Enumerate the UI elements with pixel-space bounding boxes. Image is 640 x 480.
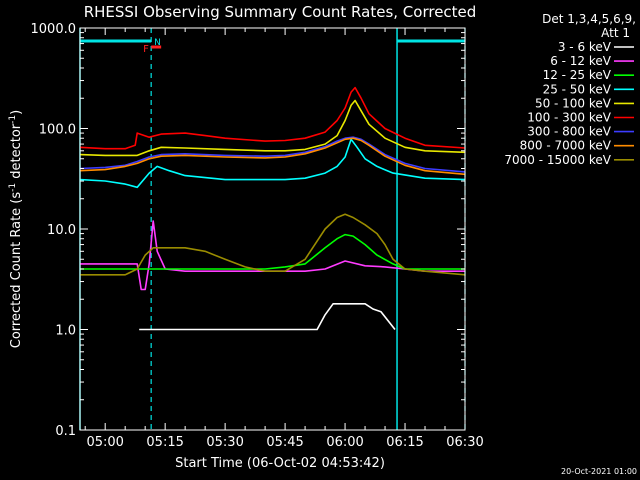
x-tick-label-4: 06:00 — [326, 435, 363, 450]
y-tick-label-3: 100.0 — [39, 123, 76, 138]
legend-label-3: 25 - 50 keV — [543, 82, 612, 96]
legend-header-1: Det 1,3,4,5,6,9, — [542, 12, 636, 26]
series-line-1 — [80, 220, 465, 291]
series-line-8 — [80, 213, 466, 276]
y-tick-label-1: 1.0 — [55, 324, 76, 339]
x-tick-label-0: 05:00 — [86, 435, 123, 450]
y-axis-label: Corrected Count Rate (s-1 detector-1) — [8, 110, 24, 348]
chart-title: RHESSI Observing Summary Count Rates, Co… — [84, 3, 477, 21]
legend-label-6: 300 - 800 keV — [527, 125, 611, 139]
legend-header-2: Att 1 — [601, 26, 630, 40]
legend-label-0: 3 - 6 keV — [558, 40, 612, 54]
legend-label-2: 12 - 25 keV — [543, 68, 612, 82]
y-tick-label-0: 0.1 — [55, 424, 76, 439]
legend-label-7: 800 - 7000 keV — [520, 139, 612, 153]
x-tick-label-2: 05:30 — [206, 435, 243, 450]
series-line-3 — [79, 138, 466, 189]
series-line-0 — [139, 302, 396, 331]
y-label-main: Corrected Count Rate (s — [9, 192, 24, 349]
series-line-7 — [79, 137, 466, 176]
x-tick-label-3: 05:45 — [266, 435, 303, 450]
x-tick-label-1: 05:15 — [146, 435, 183, 450]
series-line-6 — [79, 136, 466, 173]
flare-flag: F — [143, 44, 149, 55]
y-label-sup2: -1 — [8, 115, 18, 124]
y-label-end: ) — [9, 110, 24, 115]
y-label-mid: detector — [9, 123, 24, 183]
night-flag: N — [154, 38, 161, 48]
legend-label-4: 50 - 100 keV — [535, 96, 612, 110]
timestamp: 20-Oct-2021 01:00 — [561, 467, 637, 476]
legend-label-1: 6 - 12 keV — [550, 54, 612, 68]
legend-label-8: 7000 - 15000 keV — [504, 153, 611, 167]
x-tick-label-6: 06:30 — [446, 435, 483, 450]
series-line-5 — [79, 86, 466, 150]
legend-label-5: 100 - 300 keV — [527, 111, 611, 125]
x-axis-label: Start Time (06-Oct-02 04:53:42) — [175, 456, 385, 471]
x-tick-label-5: 06:15 — [386, 435, 423, 450]
series-line-4 — [79, 99, 466, 157]
y-tick-label-4: 1000.0 — [31, 22, 77, 37]
y-tick-label-2: 10.0 — [47, 223, 76, 238]
y-label-sup1: -1 — [8, 183, 18, 192]
